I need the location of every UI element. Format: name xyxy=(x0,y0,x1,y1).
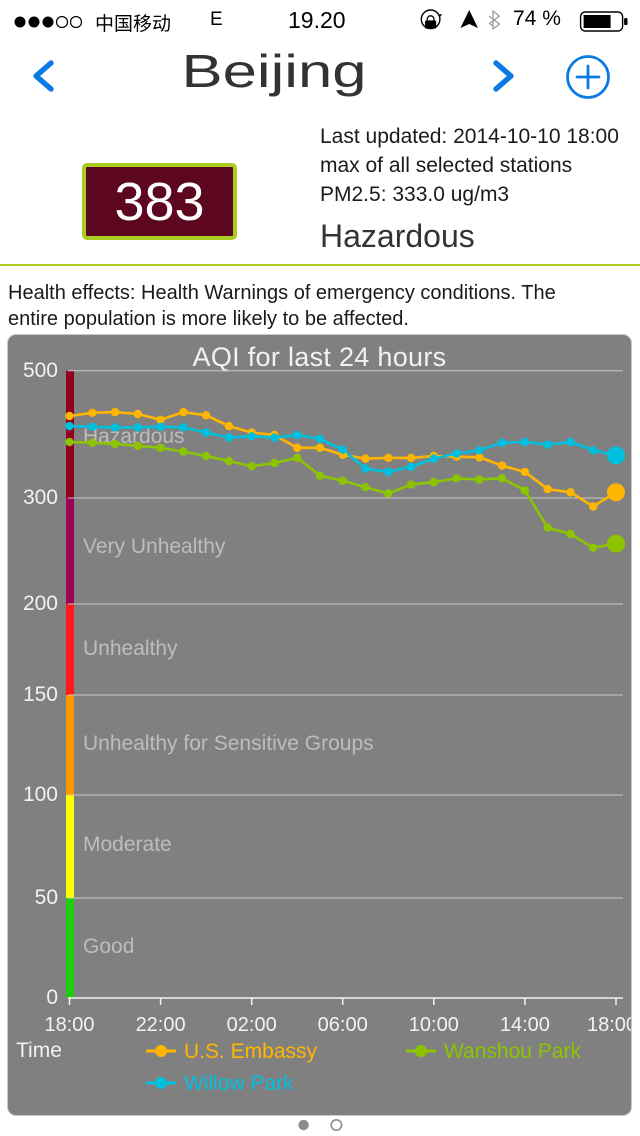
svg-text:18:00: 18:00 xyxy=(44,1014,94,1036)
svg-text:Unhealthy for Sensitive Groups: Unhealthy for Sensitive Groups xyxy=(83,732,374,755)
svg-text:Willow Park: Willow Park xyxy=(184,1072,294,1095)
svg-text:U.S. Embassy: U.S. Embassy xyxy=(184,1040,318,1063)
svg-text:Unhealthy: Unhealthy xyxy=(83,637,178,660)
svg-text:Moderate: Moderate xyxy=(83,833,172,856)
svg-text:200: 200 xyxy=(23,592,58,615)
svg-text:Good: Good xyxy=(83,935,134,958)
svg-text:0: 0 xyxy=(46,986,58,1009)
svg-text:50: 50 xyxy=(35,886,58,909)
svg-text:18:00: 18:00 xyxy=(587,1014,631,1036)
svg-text:22:00: 22:00 xyxy=(136,1014,186,1036)
svg-text:150: 150 xyxy=(23,683,58,706)
svg-text:Time: Time xyxy=(16,1039,62,1062)
svg-text:06:00: 06:00 xyxy=(318,1014,368,1036)
svg-text:10:00: 10:00 xyxy=(409,1014,459,1036)
svg-text:100: 100 xyxy=(23,783,58,806)
svg-text:Wanshou Park: Wanshou Park xyxy=(444,1040,581,1063)
svg-text:Very Unhealthy: Very Unhealthy xyxy=(83,535,226,558)
svg-text:500: 500 xyxy=(23,359,58,382)
svg-text:02:00: 02:00 xyxy=(227,1014,277,1036)
svg-text:300: 300 xyxy=(23,486,58,509)
svg-text:14:00: 14:00 xyxy=(500,1014,550,1036)
